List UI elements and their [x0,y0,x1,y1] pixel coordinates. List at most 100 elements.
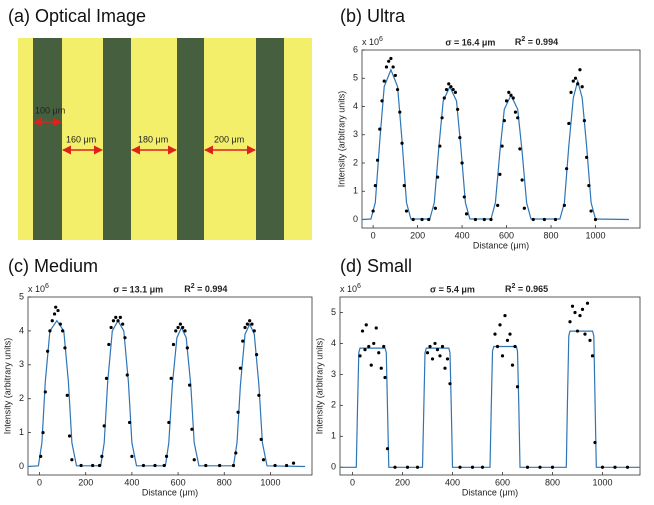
data-point [573,76,578,80]
data-point [234,451,238,455]
data-point [498,323,502,327]
data-point [404,209,409,213]
data-point [61,329,65,333]
data-point [375,158,380,162]
fit-line [27,319,306,468]
data-point [500,354,505,358]
data-point [241,339,245,343]
data-point [580,85,584,89]
data-point [46,349,50,353]
y-tick-label: 5 [353,73,358,83]
data-point [508,332,512,336]
stripe [177,38,204,240]
data-point [245,322,249,326]
data-point [382,79,386,83]
y-tick-label: 3 [331,369,336,379]
data-point [500,144,504,148]
data-point [425,351,430,355]
data-point [575,329,580,333]
data-point [600,465,605,469]
data-point [580,307,585,311]
x-tick-label: 400 [455,230,470,240]
data-point [377,351,381,355]
data-point [218,463,222,468]
data-point [176,325,180,330]
x-axis-label: Distance (μm) [473,240,529,250]
data-point [118,315,122,319]
data-point [91,463,95,468]
y-tick-label: 6 [353,44,358,54]
r2-exponent: 2 [191,283,195,290]
data-point [593,217,598,222]
data-point [100,454,104,458]
data-point [510,363,515,367]
data-point [183,329,187,333]
data-point [52,312,57,316]
data-point [509,93,513,97]
data-point [502,119,506,123]
data-point [162,463,166,468]
y-tick-label: 5 [331,307,336,317]
y-tick-label: 1 [331,431,336,441]
data-point [382,344,386,349]
data-point [188,383,192,387]
y-tick-label: 3 [19,359,24,369]
data-point [462,195,466,199]
x-tick-label: 200 [395,477,410,487]
data-point [109,325,113,330]
data-point [589,209,593,213]
y-tick-label: 0 [331,462,336,472]
r2-annotation: R2 = 0.994 [184,283,227,295]
data-point [443,366,447,370]
scale-exponent: 6 [45,283,49,290]
data-point [522,206,526,210]
data-point [578,313,582,318]
scale-label: x 106 [340,283,361,295]
data-point [369,363,373,367]
data-point [236,410,240,414]
data-point [379,366,383,370]
x-tick-label: 0 [350,477,355,487]
data-point [48,329,52,333]
x-tick-label: 200 [410,230,425,240]
data-point [613,465,617,469]
r2-value: = 0.994 [525,37,558,47]
data-point [167,420,171,425]
r2-symbol: R [505,284,512,294]
data-point [456,107,460,111]
y-axis-label: Intensity (arbitrary units) [336,91,346,188]
sigma-annotation: σ = 13.1 μm [113,284,163,294]
data-point [185,346,189,350]
sigma-annotation: σ = 16.4 μm [445,37,495,47]
data-point [252,329,256,333]
chart-title: (c) Medium [8,256,98,276]
width-label: 160 μm [66,134,96,144]
data-point [259,437,263,441]
data-point [542,217,546,222]
data-point [582,119,587,123]
data-point [373,184,377,188]
data-point [393,465,397,469]
data-point [79,463,83,468]
data-point [153,463,157,468]
data-point [123,336,127,340]
data-point [442,96,446,100]
r2-annotation: R2 = 0.965 [505,283,548,295]
data-point [141,463,146,468]
data-point [458,465,462,469]
data-point [169,376,173,380]
data-point [428,344,432,349]
data-point [261,458,266,462]
data-point [496,203,500,207]
width-label: 100 μm [35,105,65,115]
x-tick-label: 400 [124,477,139,487]
x-tick-label: 1000 [260,477,280,487]
data-point [111,319,116,323]
scale-base: x 10 [340,284,357,294]
data-point [400,141,404,145]
data-point [588,338,592,342]
data-point [65,393,69,397]
data-point [568,320,572,324]
x-tick-label: 600 [171,477,186,487]
data-point [448,382,452,386]
